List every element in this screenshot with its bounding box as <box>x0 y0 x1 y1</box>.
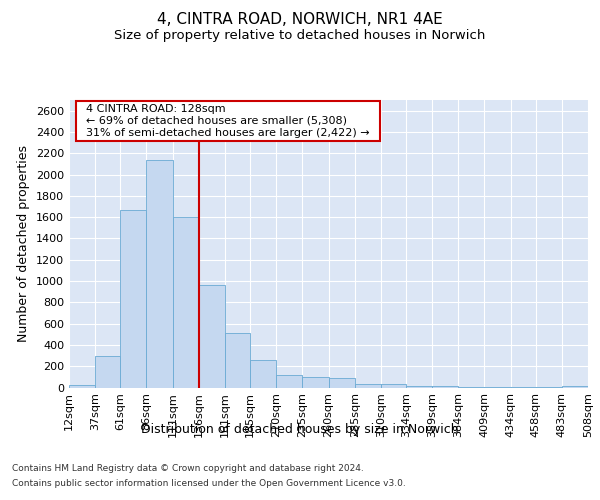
Bar <box>173 217 199 388</box>
Text: Contains public sector information licensed under the Open Government Licence v3: Contains public sector information licen… <box>12 479 406 488</box>
Bar <box>199 284 225 388</box>
Bar <box>225 333 250 388</box>
Text: Size of property relative to detached houses in Norwich: Size of property relative to detached ho… <box>115 29 485 42</box>
Bar <box>381 384 406 388</box>
Bar <box>484 387 511 388</box>
Y-axis label: Number of detached properties: Number of detached properties <box>17 145 31 342</box>
Bar <box>146 160 173 388</box>
Bar <box>406 386 432 388</box>
Bar <box>120 210 146 388</box>
Text: 4, CINTRA ROAD, NORWICH, NR1 4AE: 4, CINTRA ROAD, NORWICH, NR1 4AE <box>157 12 443 28</box>
Bar <box>562 386 588 388</box>
Bar <box>329 378 355 388</box>
Bar <box>69 385 95 388</box>
Bar <box>95 356 120 388</box>
Text: 4 CINTRA ROAD: 128sqm  
  ← 69% of detached houses are smaller (5,308)  
  31% o: 4 CINTRA ROAD: 128sqm ← 69% of detached … <box>79 104 377 138</box>
Bar <box>302 377 329 388</box>
Text: Distribution of detached houses by size in Norwich: Distribution of detached houses by size … <box>141 422 459 436</box>
Bar <box>276 374 302 388</box>
Bar <box>458 386 484 388</box>
Text: Contains HM Land Registry data © Crown copyright and database right 2024.: Contains HM Land Registry data © Crown c… <box>12 464 364 473</box>
Bar <box>250 360 276 388</box>
Bar <box>355 384 381 388</box>
Bar <box>432 386 458 388</box>
